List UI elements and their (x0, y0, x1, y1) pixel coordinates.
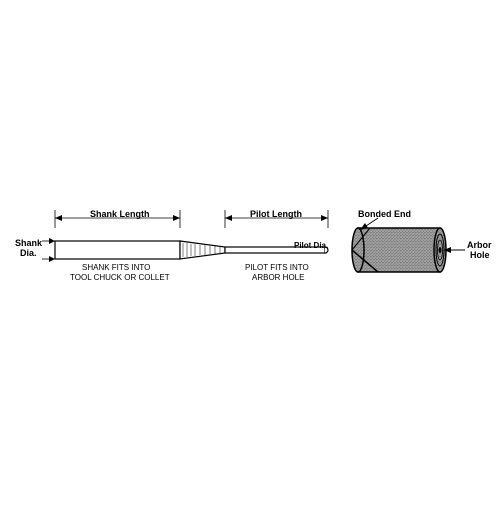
dim-shank-dia (42, 238, 55, 262)
cartridge-roll-mandrel-diagram: Shank Length Pilot Length Shank Dia. Pil… (0, 0, 500, 500)
label-shank-dia-2: Dia. (20, 248, 37, 258)
label-arbor-hole-1: Arbor (467, 240, 492, 250)
arrow-arbor-hole (444, 247, 465, 253)
cartridge-roll (352, 228, 446, 272)
label-shank-dia-1: Shank (15, 238, 42, 248)
label-pilot-dia: Pilot Dia. (294, 241, 328, 250)
caption-shank-2: TOOL CHUCK OR COLLET (70, 273, 170, 282)
caption-pilot-2: ARBOR HOLE (252, 273, 304, 282)
label-arbor-hole-2: Hole (470, 250, 490, 260)
diagram-svg (0, 0, 500, 500)
label-pilot-length: Pilot Length (250, 209, 302, 219)
label-shank-length: Shank Length (90, 209, 150, 219)
caption-shank-1: SHANK FITS INTO (82, 263, 150, 272)
label-bonded-end: Bonded End (358, 209, 411, 219)
shank-body (55, 241, 180, 259)
caption-pilot-1: PILOT FITS INTO (245, 263, 309, 272)
